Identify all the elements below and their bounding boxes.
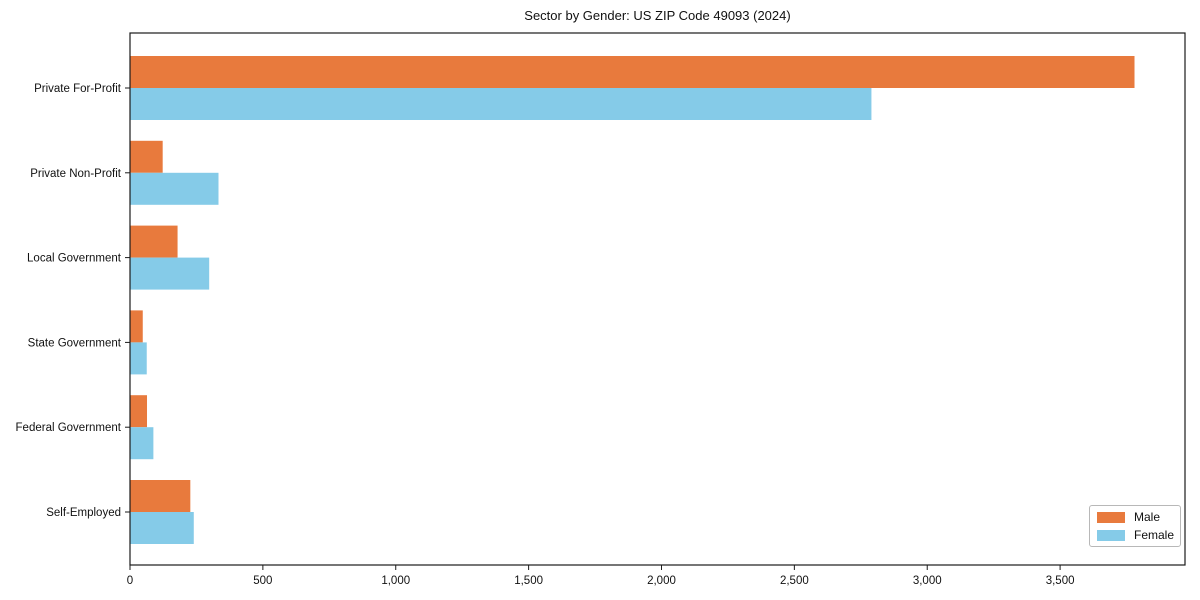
y-tick-label-private-non-profit: Private Non-Profit — [30, 168, 122, 180]
legend-label-female: Female — [1134, 528, 1175, 542]
x-tick-label-1,500: 1,500 — [514, 575, 543, 587]
x-tick-label-3,500: 3,500 — [1046, 575, 1075, 587]
legend-label-male: Male — [1134, 510, 1161, 524]
x-tick-label-2,500: 2,500 — [780, 575, 809, 587]
chart-title: Sector by Gender: US ZIP Code 49093 (202… — [524, 8, 791, 23]
bar-female-federal-government — [130, 427, 154, 460]
bar-female-private-non-profit — [130, 172, 219, 205]
bar-male-self-employed — [130, 480, 191, 512]
bar-female-private-for-profit — [130, 88, 872, 120]
bar-male-private-non-profit — [130, 140, 163, 173]
female-swatch — [1097, 529, 1125, 541]
x-tick-label-1,000: 1,000 — [381, 575, 410, 587]
bar-female-local-government — [130, 257, 210, 290]
bar-male-federal-government — [130, 395, 148, 428]
bar-male-private-for-profit — [130, 56, 1135, 88]
bar-male-local-government — [130, 225, 178, 258]
legend: Male Female — [1089, 505, 1181, 547]
legend-item-male: Male — [1097, 511, 1172, 523]
legend-item-female: Female — [1097, 528, 1175, 542]
y-tick-label-private-for-profit: Private For-Profit — [34, 83, 122, 95]
male-swatch — [1097, 511, 1125, 523]
bar-male-state-government — [130, 310, 143, 343]
y-tick-label-local-government: Local Government — [27, 253, 122, 265]
bar-female-self-employed — [130, 512, 194, 544]
x-tick-label-2,000: 2,000 — [647, 575, 676, 587]
x-tick-label-3,000: 3,000 — [913, 575, 942, 587]
bar-female-state-government — [130, 342, 147, 375]
y-tick-label-federal-government: Federal Government — [16, 422, 122, 434]
x-tick-label-500: 500 — [253, 575, 272, 587]
y-tick-label-self-employed: Self-Employed — [46, 507, 121, 519]
x-tick-label-0: 0 — [127, 575, 133, 587]
plot-frame — [129, 32, 1186, 566]
y-tick-label-state-government: State Government — [28, 337, 122, 349]
